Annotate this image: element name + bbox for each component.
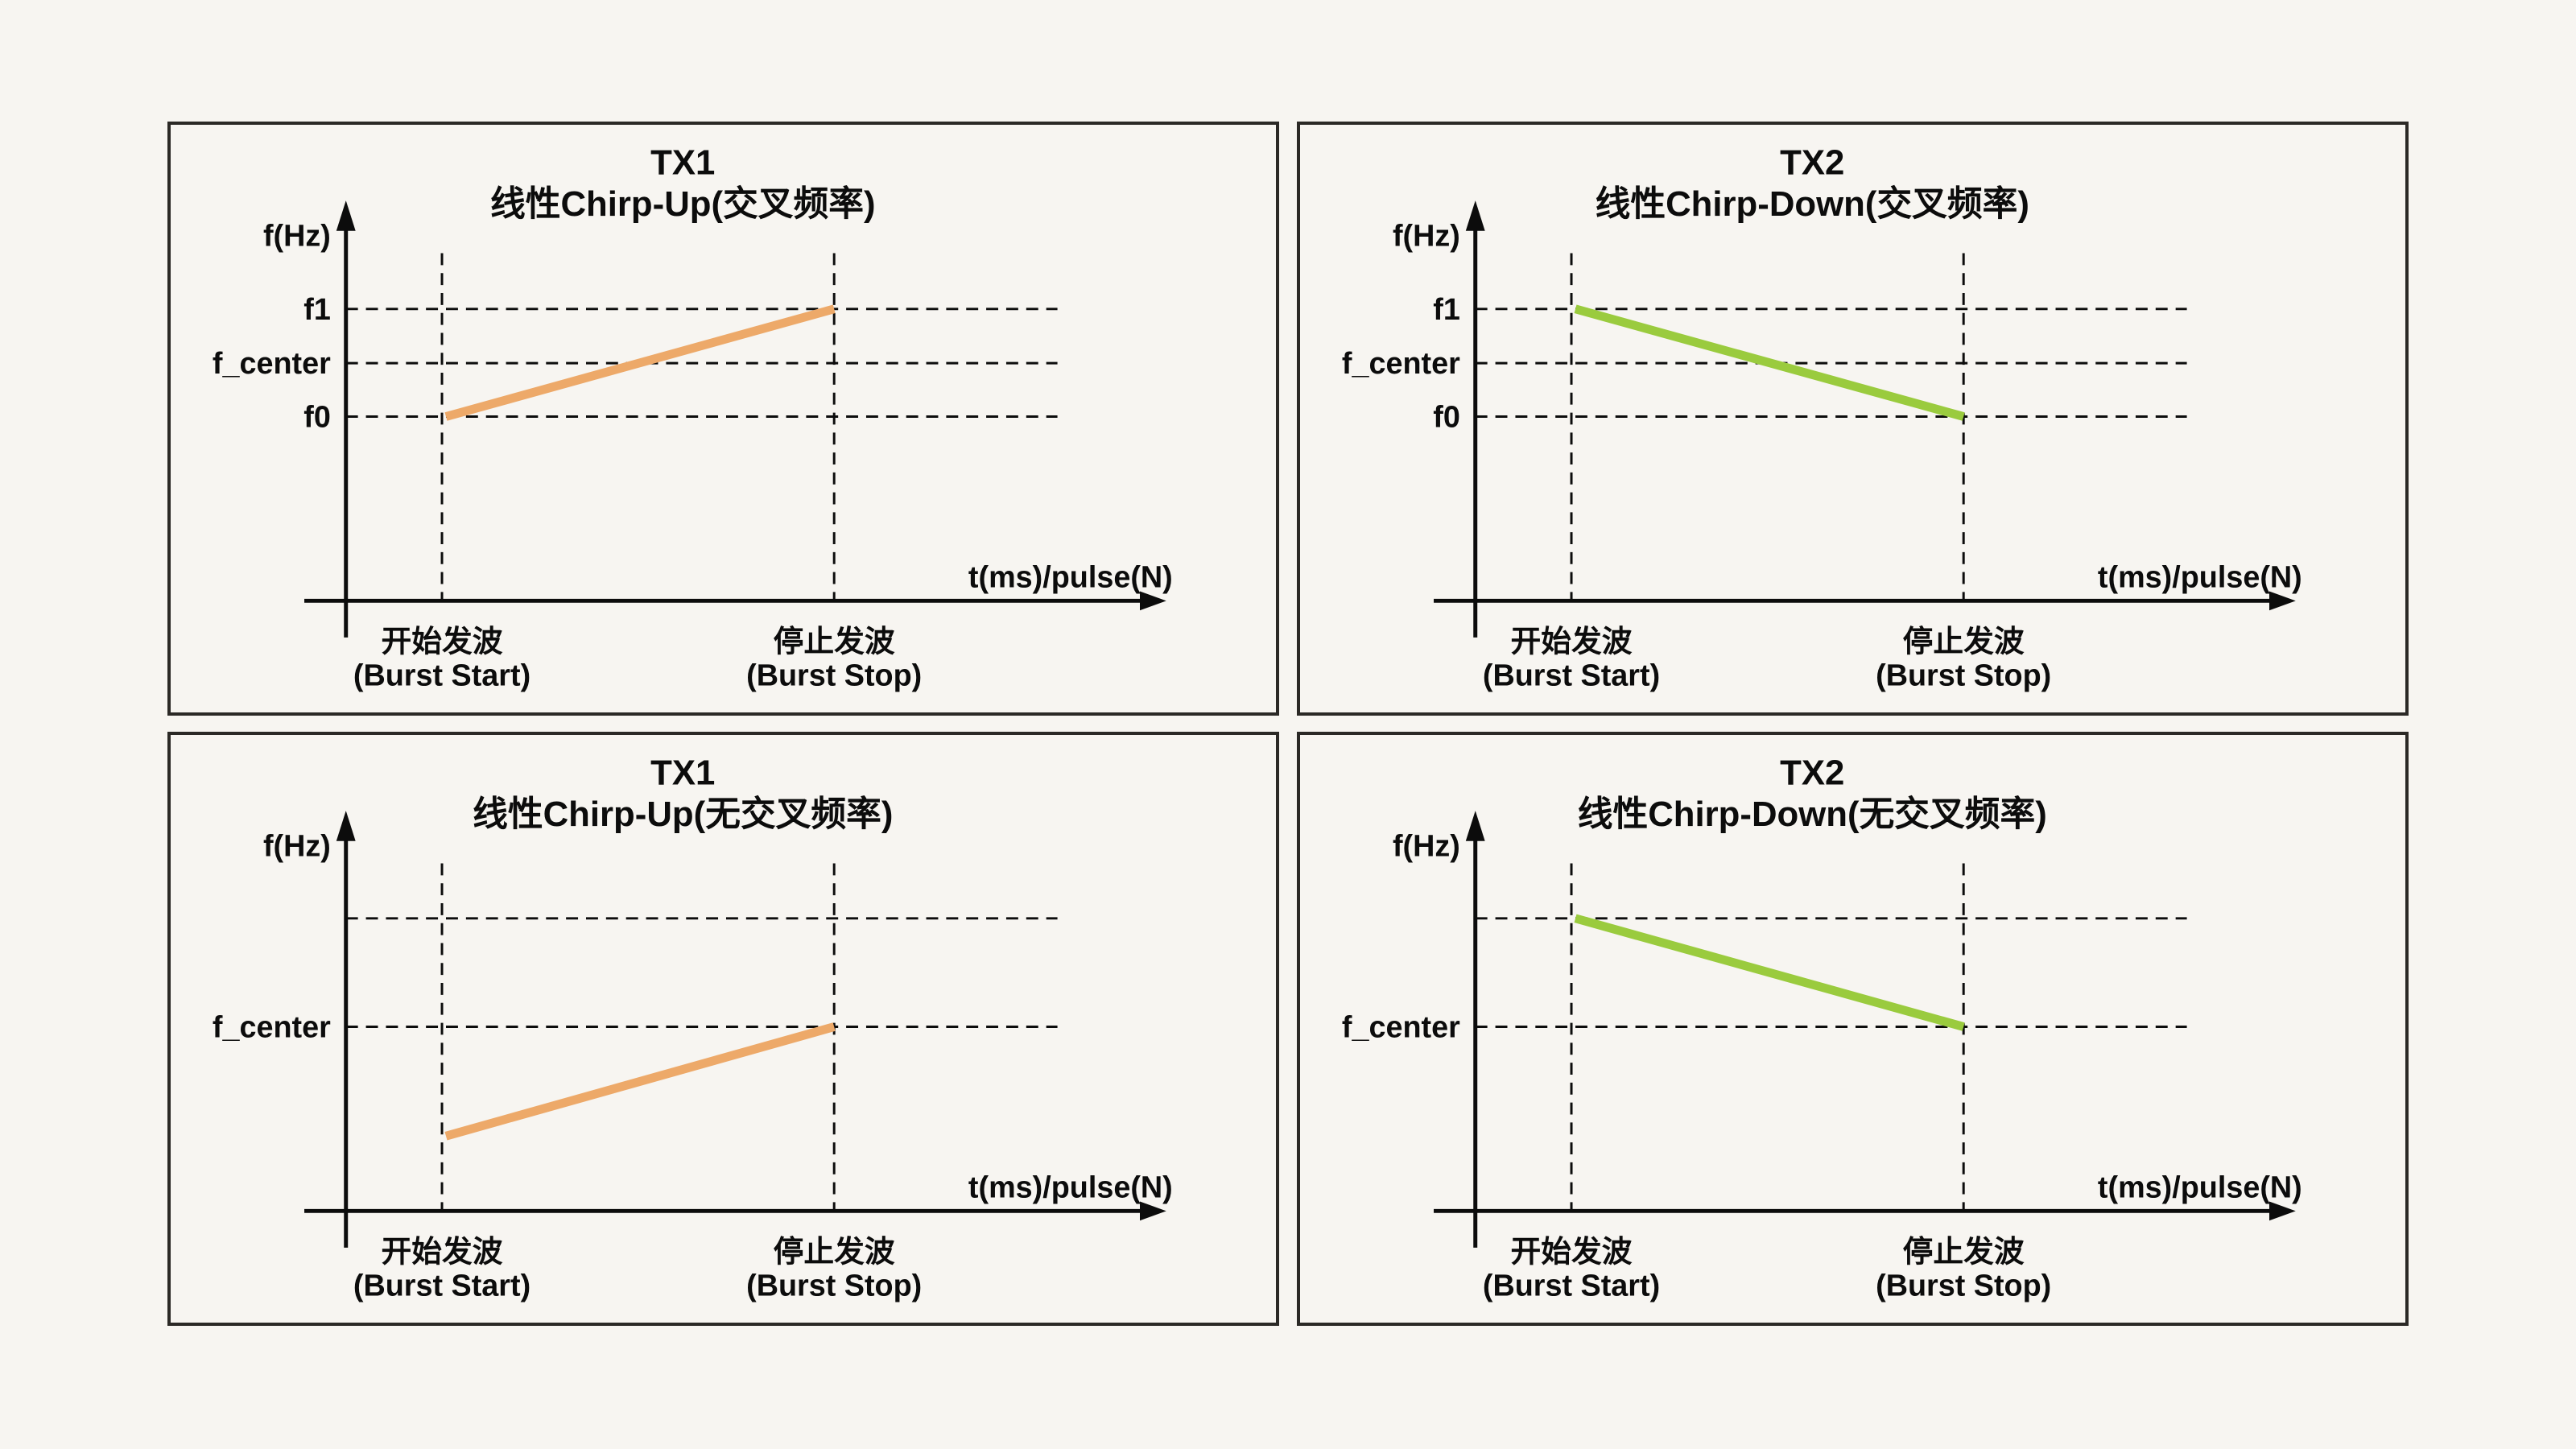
burst-stop-label-en: (Burst Stop) [1876,658,2051,691]
burst-stop-label-en: (Burst Stop) [746,1268,922,1302]
chirp-down-line [1574,304,1965,421]
x-axis-arrowhead-icon [1139,1201,1166,1221]
burst-start-label-en: (Burst Start) [1483,1268,1660,1302]
freq-label-fcenter: f_center [1342,346,1460,380]
x-axis-label: t(ms)/pulse(N) [2098,1170,2302,1204]
panel-tx1-chirp-up-crossed: TX1 线性Chirp-Up(交叉频率) f(Hz) t(ms)/pulse(N… [167,122,1279,716]
burst-stop-label-zh: 停止发波 [1903,625,2025,658]
x-axis-label: t(ms)/pulse(N) [968,560,1173,594]
freq-label-f0: f0 [303,400,331,434]
burst-stop-label-zh: 停止发波 [1903,1235,2025,1269]
freq-label-f1: f1 [303,292,331,326]
panel-title-line1: TX2 [1780,753,1844,792]
burst-stop-label-en: (Burst Stop) [746,658,922,691]
chirp-up-line [444,1022,836,1141]
y-axis-label: f(Hz) [263,829,331,863]
x-axis-label: t(ms)/pulse(N) [2098,560,2302,594]
chirp-down-line [1574,914,1965,1031]
freq-label-fcenter: f_center [1342,1010,1460,1044]
burst-start-label-en: (Burst Start) [353,1268,530,1302]
y-axis-arrowhead-icon [1465,200,1485,231]
chirp-up-line [444,304,836,421]
x-axis-arrowhead-icon [1139,591,1166,611]
panel-tx2-chirp-down-noncrossed: TX2 线性Chirp-Down(无交叉频率) f(Hz) t(ms)/puls… [1297,732,2409,1326]
freq-label-f1: f1 [1433,292,1460,326]
panel-title-line2: 线性Chirp-Up(无交叉频率) [473,795,893,834]
burst-stop-label-zh: 停止发波 [774,1235,895,1269]
panel-tx2-chirp-down-crossed: TX2 线性Chirp-Down(交叉频率) f(Hz) t(ms)/pulse… [1297,122,2409,716]
x-axis-label: t(ms)/pulse(N) [968,1170,1173,1204]
burst-start-label-en: (Burst Start) [353,658,530,691]
burst-start-label-zh: 开始发波 [382,1235,503,1269]
panel-title-line2: 线性Chirp-Down(无交叉频率) [1578,795,2047,834]
panel-tx1-chirp-up-noncrossed: TX1 线性Chirp-Up(无交叉频率) f(Hz) t(ms)/pulse(… [167,732,1279,1326]
panel-title-line1: TX1 [650,753,715,792]
y-axis-arrowhead-icon [336,811,356,841]
y-axis-arrowhead-icon [336,200,356,231]
panel-title-line2: 线性Chirp-Up(交叉频率) [490,184,876,224]
freq-label-fcenter: f_center [213,346,331,380]
burst-stop-label-en: (Burst Stop) [1876,1268,2051,1302]
burst-start-label-zh: 开始发波 [1511,1235,1633,1269]
burst-start-label-zh: 开始发波 [382,625,503,658]
burst-start-label-en: (Burst Start) [1483,658,1660,691]
y-axis-label: f(Hz) [1393,219,1460,253]
y-axis-label: f(Hz) [1393,829,1460,863]
x-axis-arrowhead-icon [2268,591,2296,611]
y-axis-arrowhead-icon [1465,811,1485,841]
panel-title-line2: 线性Chirp-Down(交叉频率) [1596,184,2029,224]
x-axis-arrowhead-icon [2268,1201,2296,1221]
freq-label-f0: f0 [1433,400,1460,434]
freq-label-fcenter: f_center [213,1010,331,1044]
panel-title-line1: TX1 [650,142,715,182]
burst-start-label-zh: 开始发波 [1511,625,1633,658]
burst-stop-label-zh: 停止发波 [774,625,895,658]
y-axis-label: f(Hz) [263,219,331,253]
panel-title-line1: TX2 [1780,142,1844,182]
